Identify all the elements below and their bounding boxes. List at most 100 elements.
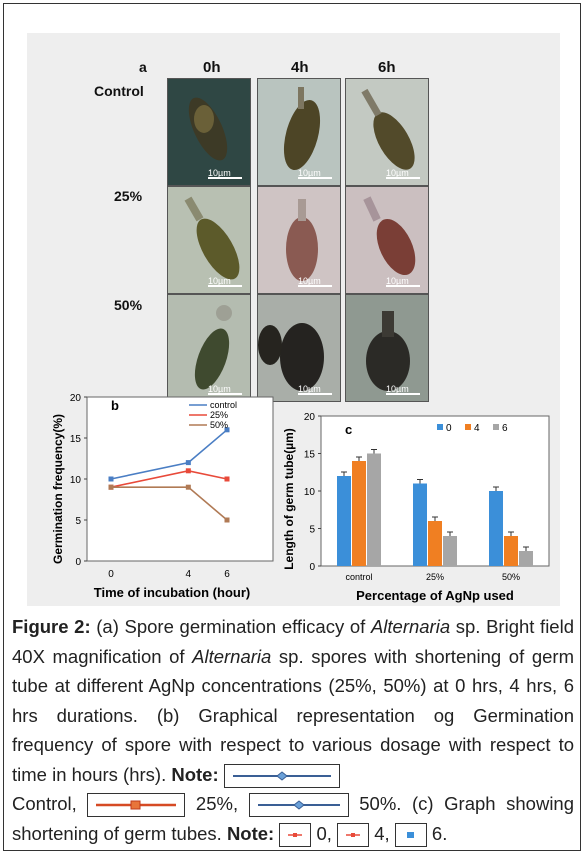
panel-b-label: b [111, 398, 119, 413]
micrograph-50-0h: 10µm [167, 294, 251, 402]
scale-bar [386, 393, 420, 395]
column-header-4h: 4h [291, 59, 309, 76]
row-header-50: 50% [114, 297, 143, 313]
row-header-control: Control [94, 83, 144, 99]
x-axis-label: Time of incubation (hour) [94, 585, 250, 600]
x-tick-label: 6 [224, 569, 230, 580]
data-point [185, 460, 191, 466]
scale-label: 10µm [386, 168, 409, 178]
legend-swatch-small-blue [394, 822, 427, 847]
caption-genus-1: Alternaria [370, 616, 451, 637]
data-point [108, 476, 114, 482]
y-tick-label: 10 [304, 487, 316, 498]
chart-c-germ-tube-length: c 0 5 10 15 20 control 25% 50% 0 4 6 Percentage of A… [282, 412, 550, 603]
bar [367, 453, 381, 566]
caption-text-3: sp. spores with shortening of germ tube … [12, 645, 574, 785]
data-point [185, 484, 191, 490]
row-header-25: 25% [114, 188, 143, 204]
figure-label: Figure 2: [12, 616, 91, 637]
scale-bar [386, 177, 420, 179]
column-header-6h: 6h [378, 59, 396, 76]
legend-swatch-2 [493, 424, 499, 430]
figure-panel: a 0h 4h 6h Control 25% 50% 10µm 10µm 10µ… [27, 33, 560, 606]
scale-label: 10µm [208, 384, 231, 394]
x-axis-label: Percentage of AgNp used [356, 588, 514, 603]
scale-label: 10µm [386, 384, 409, 394]
scale-label: 10µm [208, 168, 231, 178]
caption-text-6: 50%. (c) Graph showing shortening of ger… [12, 793, 575, 844]
caption-text-4: Control, [12, 793, 88, 814]
caption-text-9: 6. [426, 822, 448, 844]
micrograph-25-0h: 10µm [167, 186, 251, 294]
micrograph-50-4h: 10µm [257, 294, 341, 402]
data-point [185, 468, 191, 474]
micrograph-control-0h: 10µm [167, 78, 251, 186]
bar [428, 521, 442, 566]
bar [489, 491, 503, 566]
y-tick-label: 20 [304, 412, 316, 423]
scale-bar [208, 177, 242, 179]
scale-bar [298, 177, 332, 179]
page-frame [3, 3, 581, 851]
legend-label-2: 50% [210, 420, 228, 430]
micrograph-control-6h: 10µm [345, 78, 429, 186]
panel-c-label: c [345, 422, 352, 437]
y-tick-label: 15 [304, 450, 316, 461]
data-point [108, 484, 114, 490]
legend-swatch-0 [437, 424, 443, 430]
scale-label: 10µm [208, 276, 231, 286]
x-tick-label: 25% [426, 572, 444, 582]
legend-swatch-line-red [87, 793, 186, 818]
x-tick-label: 0 [108, 569, 114, 580]
caption-text-1: (a) Spore germination efficacy of [90, 616, 371, 637]
scale-label: 10µm [386, 276, 409, 286]
legend-swatch-small-red-2 [337, 822, 370, 847]
bar [504, 536, 518, 566]
legend-label-1: 25% [210, 410, 228, 420]
chart-b-germination-frequency: b 0 5 10 15 20 0 4 6 Time of incubation (hour) Ger… [51, 393, 274, 600]
bar [352, 461, 366, 566]
scale-bar [298, 285, 332, 287]
scale-label: 10µm [298, 276, 321, 286]
micrograph-control-4h: 10µm [257, 78, 341, 186]
scale-bar [208, 393, 242, 395]
y-axis-label: Germination frequency(%) [51, 414, 65, 564]
bar [519, 551, 533, 566]
y-tick-label: 0 [75, 557, 81, 568]
micrograph-25-6h: 10µm [345, 186, 429, 294]
scale-bar [386, 285, 420, 287]
note-label-2: Note: [226, 822, 275, 844]
bar [443, 536, 457, 566]
legend-label-1: 4 [474, 423, 480, 434]
y-tick-label: 5 [309, 525, 315, 536]
y-tick-label: 0 [309, 562, 315, 573]
legend-swatch-1 [465, 424, 471, 430]
y-tick-label: 20 [70, 393, 82, 404]
note-label-1: Note: [171, 763, 219, 785]
figure-caption: Figure 2: (a) Spore germination efficacy… [12, 612, 574, 848]
y-tick-label: 5 [75, 516, 81, 527]
scale-bar [298, 393, 332, 395]
bar [337, 476, 351, 566]
y-axis-label: Length of germ tube(µm) [282, 428, 296, 570]
caption-text-8: 4, [369, 822, 395, 844]
x-tick-label: 4 [186, 569, 192, 580]
micrograph-50-6h: 10µm [345, 294, 429, 402]
scale-bar [208, 285, 242, 287]
caption-text-5: 25%, [185, 793, 249, 814]
x-tick-label: control [345, 572, 372, 582]
y-tick-label: 15 [70, 434, 82, 445]
micrograph-25-4h: 10µm [257, 186, 341, 294]
legend-label-2: 6 [502, 423, 508, 434]
scale-label: 10µm [298, 168, 321, 178]
caption-text-2: sp. Bright field 40X magnification of [12, 616, 574, 667]
legend-swatch-small-red [279, 822, 312, 847]
legend-swatch-line-blue [223, 763, 340, 788]
legend-label-0: control [210, 400, 237, 410]
data-point [224, 476, 230, 482]
data-point [224, 517, 230, 523]
bar [413, 483, 427, 566]
legend-label-0: 0 [446, 423, 452, 434]
panel-a-label: a [139, 59, 147, 75]
column-header-0h: 0h [203, 59, 221, 76]
